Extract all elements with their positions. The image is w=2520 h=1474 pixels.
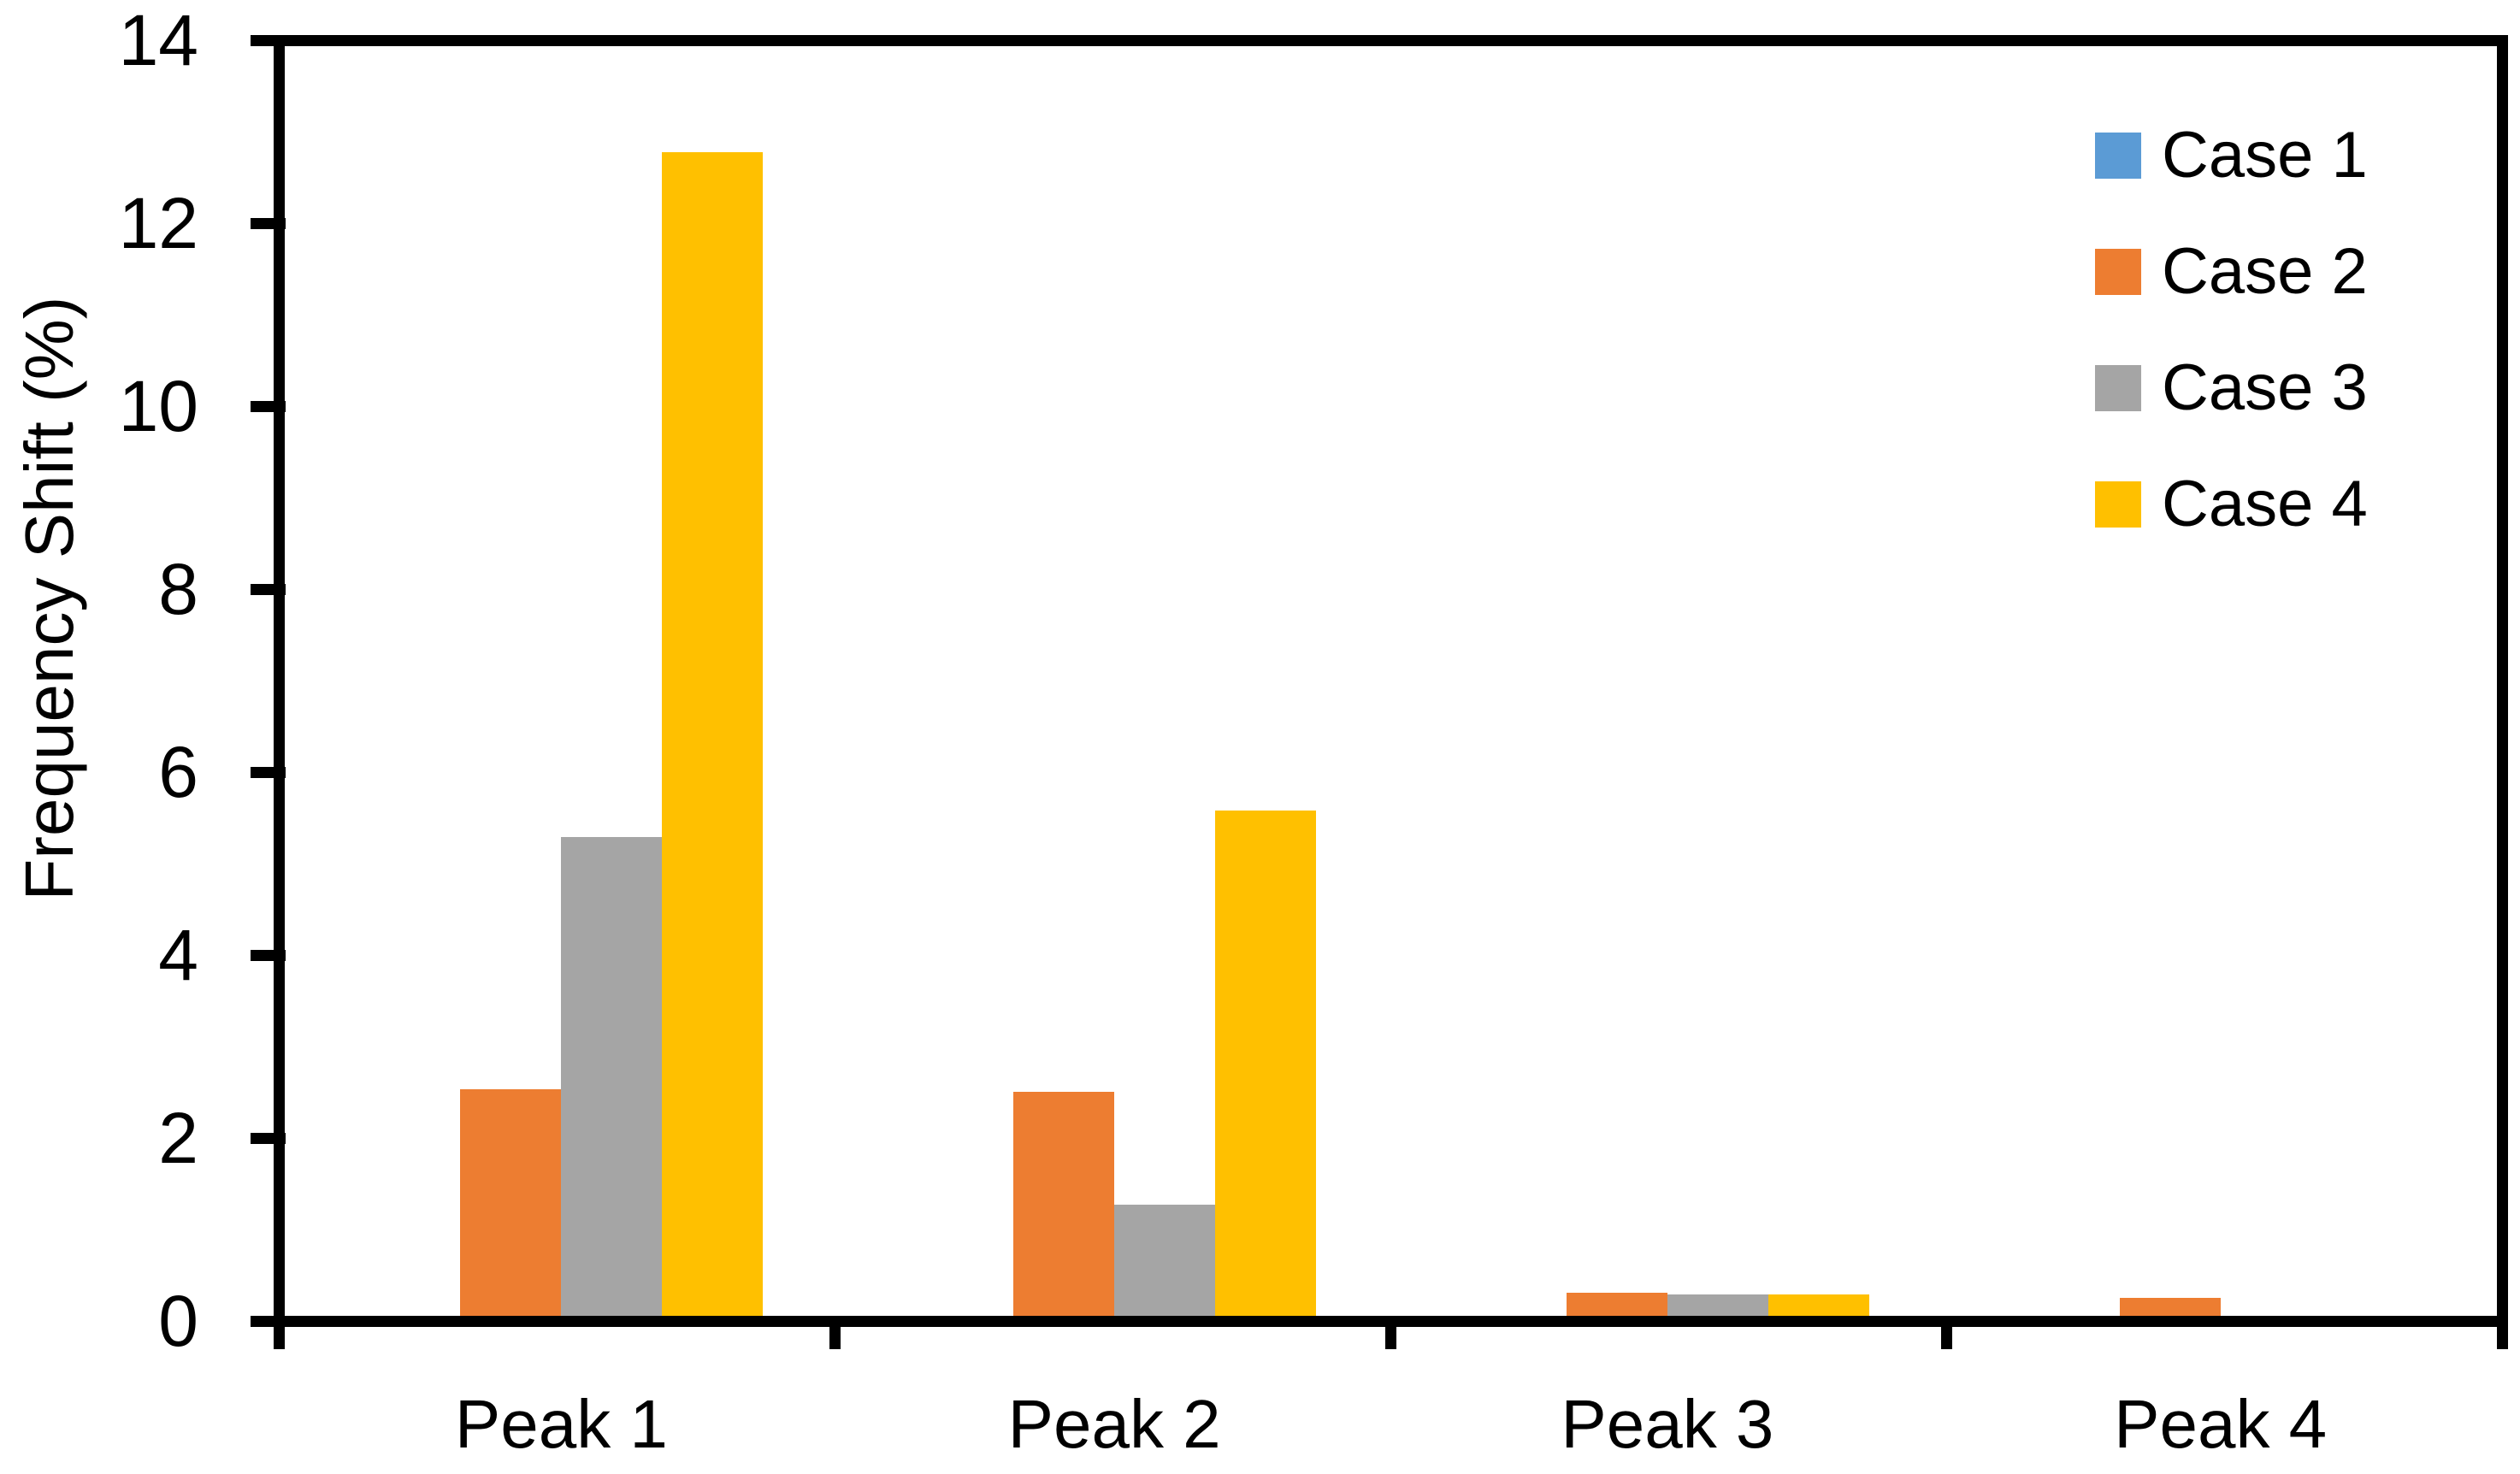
x-category-label-peak-4: Peak 4 xyxy=(2114,1386,2328,1462)
x-category-label-peak-2: Peak 2 xyxy=(1007,1386,1221,1462)
bar-case-3-peak-2 xyxy=(1114,1204,1216,1316)
y-tick-label-8: 8 xyxy=(158,549,198,629)
legend-item-case-1: Case 1 xyxy=(2095,123,2368,188)
bar-case-3-peak-3 xyxy=(1667,1294,1768,1316)
y-tick-14 xyxy=(251,34,286,46)
y-tick-label-12: 12 xyxy=(118,183,198,263)
bar-case-2-peak-1 xyxy=(460,1088,562,1316)
bar-case-4-peak-2 xyxy=(1215,811,1317,1316)
x-tick-boundary-2 xyxy=(1384,1321,1396,1349)
y-tick-label-4: 4 xyxy=(158,915,198,995)
legend-label: Case 3 xyxy=(2162,351,2368,424)
x-tick-boundary-0 xyxy=(273,1321,285,1349)
y-tick-label-6: 6 xyxy=(158,732,198,812)
legend-swatch-icon xyxy=(2095,133,2141,179)
y-tick-4 xyxy=(251,949,286,961)
legend-label: Case 2 xyxy=(2162,235,2368,308)
legend-swatch-icon xyxy=(2095,481,2141,528)
legend-item-case-2: Case 2 xyxy=(2095,239,2368,304)
y-tick-8 xyxy=(251,583,286,595)
y-tick-12 xyxy=(251,217,286,229)
bar-case-2-peak-2 xyxy=(1013,1092,1115,1316)
chart-legend: Case 1 Case 2 Case 3 Case 4 xyxy=(2095,123,2368,588)
bar-case-4-peak-3 xyxy=(1768,1294,1869,1316)
y-tick-label-14: 14 xyxy=(118,0,198,80)
plot-area xyxy=(274,35,2508,1327)
bar-case-2-peak-3 xyxy=(1566,1293,1667,1316)
x-category-label-peak-3: Peak 3 xyxy=(1561,1386,1774,1462)
x-category-label-peak-1: Peak 1 xyxy=(454,1386,668,1462)
bar-case-3-peak-1 xyxy=(561,836,663,1316)
x-tick-boundary-1 xyxy=(829,1321,841,1349)
legend-swatch-icon xyxy=(2095,249,2141,295)
x-tick-boundary-4 xyxy=(2496,1321,2508,1349)
y-tick-label-0: 0 xyxy=(158,1281,198,1361)
y-tick-10 xyxy=(251,400,286,412)
legend-swatch-icon xyxy=(2095,365,2141,411)
legend-item-case-3: Case 3 xyxy=(2095,356,2368,421)
y-tick-label-10: 10 xyxy=(118,366,198,446)
x-tick-boundary-3 xyxy=(1940,1321,1952,1349)
plot-inner xyxy=(285,46,2497,1316)
bar-case-4-peak-1 xyxy=(662,152,764,1316)
legend-item-case-4: Case 4 xyxy=(2095,472,2368,537)
bar-case-2-peak-4 xyxy=(2119,1297,2221,1316)
legend-label: Case 4 xyxy=(2162,468,2368,540)
y-tick-label-2: 2 xyxy=(158,1098,198,1178)
y-tick-6 xyxy=(251,766,286,778)
legend-label: Case 1 xyxy=(2162,119,2368,192)
y-tick-2 xyxy=(251,1132,286,1144)
